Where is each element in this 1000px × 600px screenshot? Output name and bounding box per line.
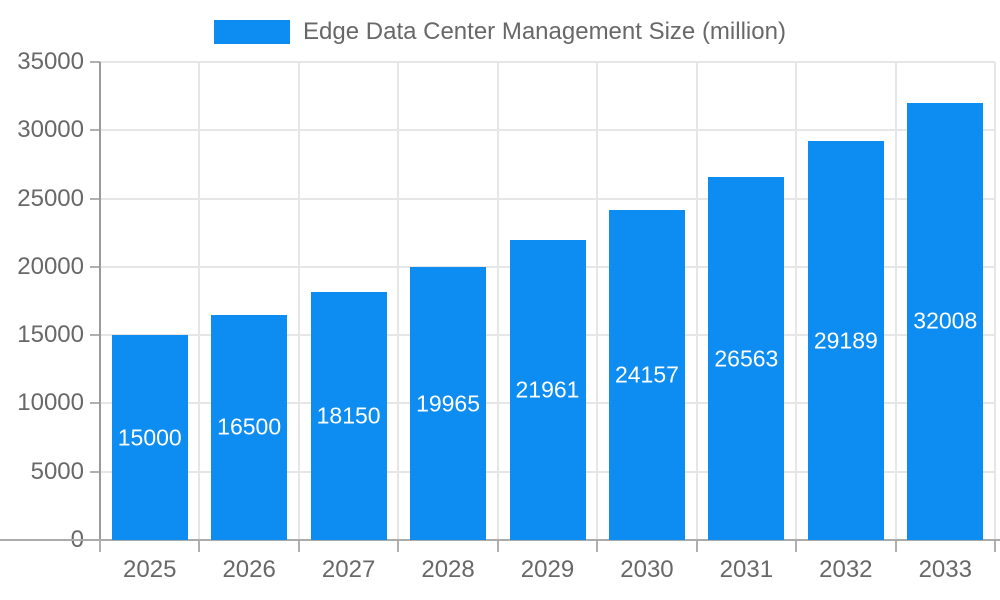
x-gridline <box>397 62 400 540</box>
x-axis-tick <box>496 540 499 552</box>
y-axis-tick <box>90 265 100 268</box>
bar-value-label: 26563 <box>714 345 779 372</box>
bar-value-label: 16500 <box>217 413 282 440</box>
x-gridline <box>297 62 300 540</box>
bar-value-label: 32008 <box>913 307 978 334</box>
bar-2028[interactable] <box>410 267 486 540</box>
y-tick-label: 35000 <box>17 48 84 75</box>
y-tick-label: 30000 <box>17 116 84 144</box>
bar-2030[interactable] <box>609 210 685 540</box>
y-axis-tick <box>90 61 100 63</box>
y-axis-tick <box>90 470 100 473</box>
x-gridline <box>496 62 499 540</box>
bar-2031[interactable] <box>708 177 784 540</box>
y-axis-tick <box>90 129 100 132</box>
x-tick-label: 2026 <box>222 556 276 583</box>
x-axis-tick <box>198 540 201 552</box>
bar-value-label: 21961 <box>515 376 580 403</box>
bar-2027[interactable] <box>311 292 387 540</box>
x-axis-tick <box>297 540 300 552</box>
legend-swatch-icon <box>214 20 291 44</box>
legend[interactable]: Edge Data Center Management Size (millio… <box>0 18 1000 46</box>
x-tick-label: 2031 <box>719 556 774 583</box>
y-tick-label: 10000 <box>17 389 84 417</box>
x-tick-label: 2029 <box>520 556 575 583</box>
y-tick-label: 20000 <box>17 252 84 280</box>
x-axis-tick <box>894 540 897 552</box>
y-tick-label: 15000 <box>17 321 84 349</box>
x-axis-tick <box>695 540 698 552</box>
y-gridline <box>100 197 995 200</box>
x-tick-label: 2033 <box>918 556 972 583</box>
x-tick-label: 2028 <box>421 556 475 583</box>
x-axis-tick <box>596 540 599 552</box>
x-gridline <box>695 62 698 540</box>
x-tick-label: 2027 <box>321 556 376 583</box>
x-axis-line <box>0 539 1000 541</box>
y-axis-tick <box>90 334 100 337</box>
x-tick-label: 2025 <box>123 556 177 583</box>
x-gridline <box>894 62 897 540</box>
y-axis-tick <box>90 197 100 200</box>
x-gridline <box>994 62 996 540</box>
y-gridline <box>100 129 995 132</box>
bar-value-label: 15000 <box>117 424 182 451</box>
y-tick-label: 25000 <box>17 184 84 212</box>
x-tick-label: 2030 <box>620 556 674 583</box>
bar-2029[interactable] <box>510 240 586 540</box>
x-tick-label: 2032 <box>819 556 873 583</box>
bar-value-label: 24157 <box>614 361 679 388</box>
bar-value-label: 18150 <box>316 402 381 429</box>
y-axis-line <box>99 62 101 540</box>
x-gridline <box>596 62 599 540</box>
bar-2033[interactable] <box>907 102 983 540</box>
x-axis-tick <box>795 540 798 552</box>
bar-2025[interactable] <box>112 335 188 540</box>
y-tick-label: 5000 <box>30 457 84 485</box>
bar-value-label: 29189 <box>813 327 878 354</box>
bar-2026[interactable] <box>211 314 287 540</box>
x-axis-tick <box>994 540 996 552</box>
y-axis-tick <box>90 402 100 405</box>
bar-2032[interactable] <box>808 141 884 540</box>
bar-value-label: 19965 <box>416 390 481 417</box>
x-gridline <box>198 62 201 540</box>
legend-label: Edge Data Center Management Size (millio… <box>303 18 786 45</box>
x-gridline <box>795 62 798 540</box>
x-axis-tick <box>99 540 101 552</box>
x-axis-tick <box>397 540 400 552</box>
y-gridline <box>100 61 995 63</box>
